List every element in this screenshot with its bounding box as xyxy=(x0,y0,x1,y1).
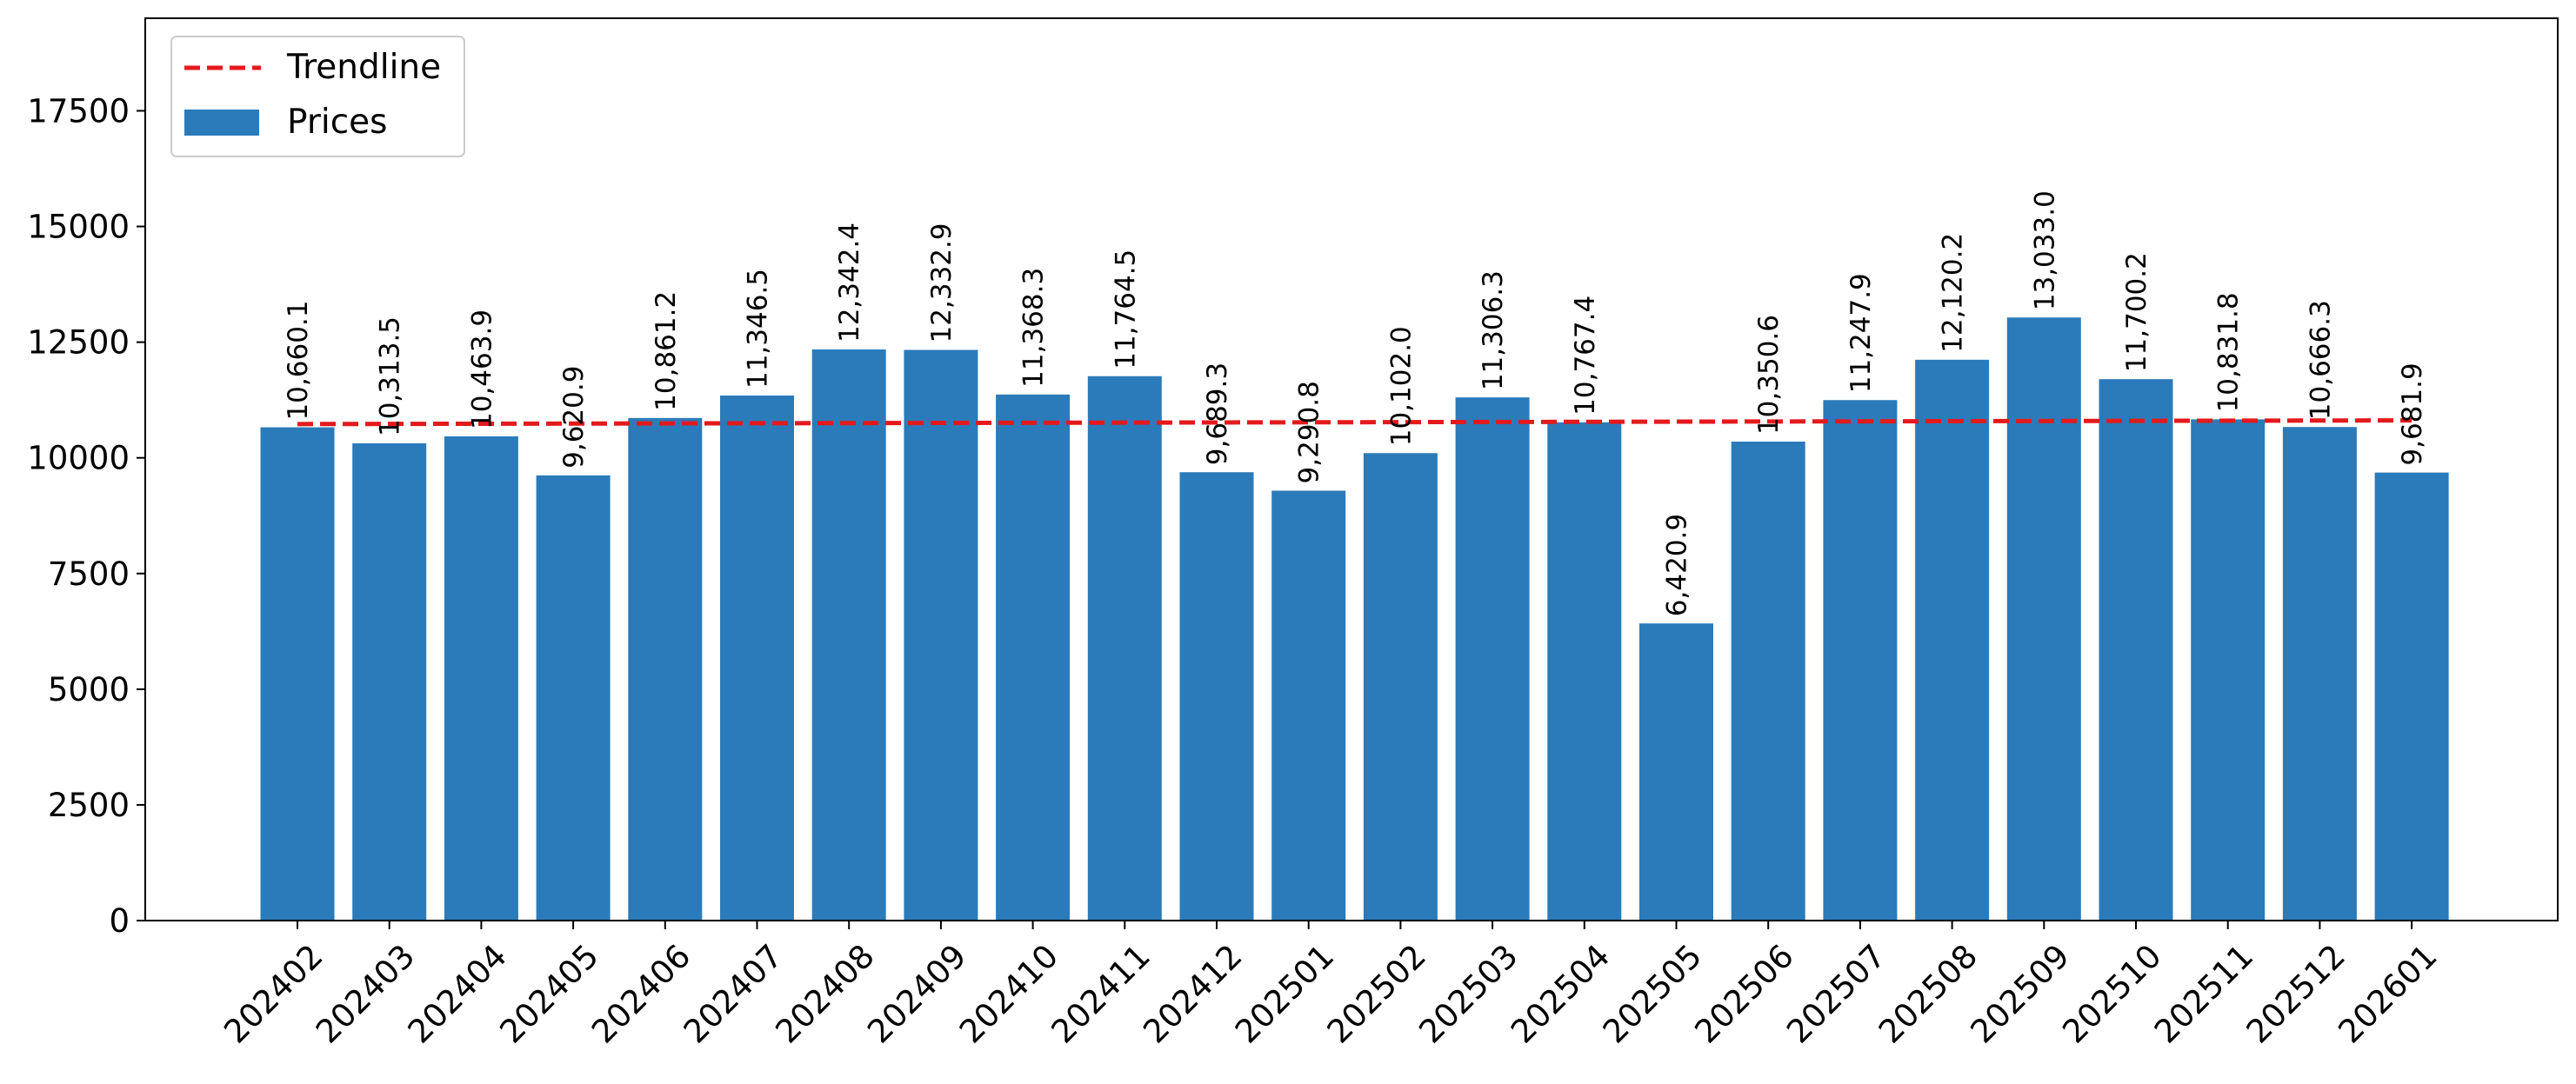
x-tick-label: 202509 xyxy=(1964,937,2077,1050)
y-axis: 0 2500 5000 7500 10000 12500 15000 17500 xyxy=(27,92,145,940)
bar xyxy=(628,417,703,921)
bar xyxy=(1455,397,1530,921)
bar-value-label: 12,120.2 xyxy=(1938,233,1969,353)
y-tick-label: 12500 xyxy=(27,324,130,362)
x-tick-label: 202412 xyxy=(1136,937,1249,1050)
bar xyxy=(2006,317,2081,921)
x-tick-label: 202511 xyxy=(2147,937,2260,1050)
x-tick-label: 202507 xyxy=(1779,937,1892,1050)
bar xyxy=(1639,623,1713,921)
x-tick-label: 202411 xyxy=(1044,937,1158,1050)
bar-value-label: 9,681.9 xyxy=(2397,362,2428,465)
plot-frame xyxy=(144,17,2559,921)
y-tick-label: 17500 xyxy=(27,92,130,130)
x-tick-label: 202508 xyxy=(1872,937,1985,1050)
bars-group xyxy=(260,317,2449,921)
x-tick-label: 202502 xyxy=(1320,937,1433,1050)
bar xyxy=(2191,419,2266,921)
bar-value-label: 10,463.9 xyxy=(466,309,497,429)
bar-value-label: 10,313.5 xyxy=(375,316,406,436)
x-tick-label: 202409 xyxy=(860,937,973,1050)
y-tick-label: 7500 xyxy=(48,555,130,593)
bar xyxy=(536,475,611,921)
bar-value-label: 10,767.4 xyxy=(1570,296,1601,416)
x-tick-label: 202405 xyxy=(492,937,605,1050)
bar xyxy=(2282,427,2357,921)
bar xyxy=(904,349,978,921)
y-tick-label: 10000 xyxy=(27,440,130,477)
x-tick-label: 202505 xyxy=(1596,937,1709,1050)
x-tick-label: 202601 xyxy=(2331,937,2444,1050)
y-tick-label: 15000 xyxy=(27,209,130,246)
x-tick-label: 202403 xyxy=(309,937,422,1050)
bar-value-label: 11,368.3 xyxy=(1018,268,1050,388)
legend-label-prices: Prices xyxy=(287,103,387,142)
bar-labels-group: 10,660.1 10,313.5 10,463.9 9,620.9 10,861.2 1… xyxy=(283,190,2428,616)
bar-value-label: 6,420.9 xyxy=(1662,514,1693,616)
x-tick-label: 202510 xyxy=(2055,937,2168,1050)
bar-value-label: 10,102.0 xyxy=(1385,326,1417,446)
bar xyxy=(1731,442,1805,921)
trendline xyxy=(297,418,2412,427)
x-tick-label: 202402 xyxy=(217,937,330,1050)
legend-prices-swatch xyxy=(184,110,259,136)
bar xyxy=(2099,379,2173,921)
bar xyxy=(444,436,518,921)
bar xyxy=(260,427,335,921)
bar-value-label: 10,861.2 xyxy=(651,291,682,411)
bar xyxy=(1823,400,1898,921)
bar-value-label: 10,831.8 xyxy=(2213,292,2245,412)
bar xyxy=(996,394,1071,921)
bar-value-label: 11,346.5 xyxy=(743,269,774,389)
x-tick-label: 202501 xyxy=(1228,937,1341,1050)
x-tick-label: 202506 xyxy=(1688,937,1801,1050)
y-tick-label: 0 xyxy=(109,902,130,940)
bar-value-label: 9,290.8 xyxy=(1294,381,1325,483)
legend: Trendline Prices xyxy=(170,36,465,157)
bar-value-label: 12,332.9 xyxy=(926,223,958,342)
bar-value-label: 10,666.3 xyxy=(2305,300,2336,420)
x-tick-label: 202504 xyxy=(1504,937,1617,1050)
bar-value-label: 11,306.3 xyxy=(1478,270,1509,390)
bar xyxy=(2374,472,2449,921)
bar-value-label: 11,700.2 xyxy=(2121,252,2152,372)
bar xyxy=(1271,490,1346,921)
x-tick-label: 202404 xyxy=(401,937,514,1050)
bar xyxy=(811,349,886,921)
x-tick-label: 202407 xyxy=(677,937,790,1050)
bar-value-label: 9,620.9 xyxy=(558,366,590,469)
bar-value-label: 11,247.9 xyxy=(1845,273,1877,393)
bar xyxy=(1915,359,1990,921)
y-tick-label: 2500 xyxy=(48,787,130,824)
x-axis: 2024022024032024042024052024062024072024… xyxy=(217,921,2445,1050)
x-tick-label: 202503 xyxy=(1411,937,1525,1050)
bar xyxy=(1547,422,1622,921)
bar xyxy=(720,396,794,921)
bar-value-label: 9,689.3 xyxy=(1202,362,1233,465)
y-tick-label: 5000 xyxy=(48,671,130,708)
bar-value-label: 12,342.4 xyxy=(834,223,865,342)
bar xyxy=(1087,376,1162,921)
bar-value-label: 10,660.1 xyxy=(283,301,314,421)
bar-value-label: 13,033.0 xyxy=(2029,190,2060,310)
bar xyxy=(352,443,427,921)
x-tick-label: 202408 xyxy=(769,937,882,1050)
bar xyxy=(1179,472,1254,921)
x-tick-label: 202410 xyxy=(952,937,1065,1050)
bar xyxy=(1363,453,1438,921)
bar-value-label: 11,764.5 xyxy=(1110,249,1141,369)
x-tick-label: 202512 xyxy=(2239,937,2352,1050)
bar-value-label: 10,350.6 xyxy=(1753,315,1785,435)
trendline-group xyxy=(297,418,2412,427)
legend-label-trendline: Trendline xyxy=(286,48,441,87)
x-tick-label: 202406 xyxy=(584,937,697,1050)
